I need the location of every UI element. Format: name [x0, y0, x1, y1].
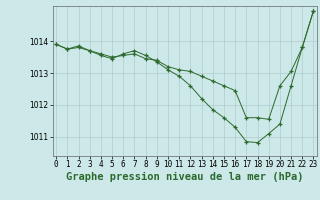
X-axis label: Graphe pression niveau de la mer (hPa): Graphe pression niveau de la mer (hPa) [66, 172, 304, 182]
